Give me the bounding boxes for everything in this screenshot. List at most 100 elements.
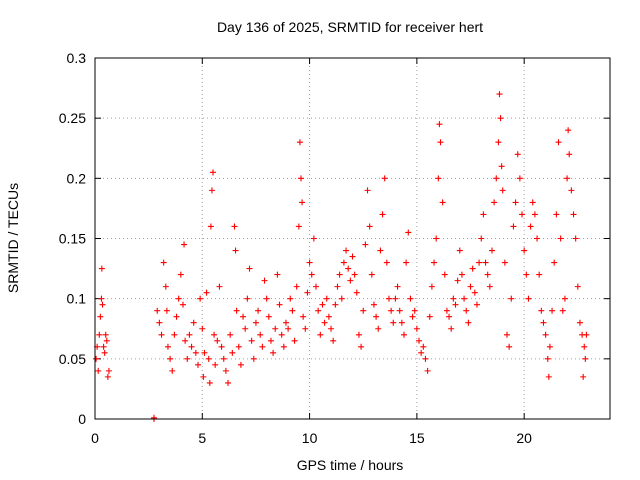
data-point: [282, 319, 289, 326]
data-point: [370, 301, 377, 308]
data-point: [480, 211, 487, 218]
data-point: [192, 349, 199, 356]
data-point: [484, 271, 491, 278]
y-tick-label: 0.05: [59, 351, 86, 367]
data-point: [581, 343, 588, 350]
data-point: [540, 319, 547, 326]
axis-ticks: 0 0.05 0.1 0.15 0.2 0.25 0.3 0 5 10 15 20: [59, 50, 610, 446]
data-point: [319, 301, 326, 308]
data-point: [516, 175, 523, 182]
data-point: [582, 355, 589, 362]
y-tick-label: 0.25: [59, 110, 86, 126]
data-point: [498, 163, 505, 170]
data-point: [512, 199, 519, 206]
data-point: [525, 295, 532, 302]
data-point: [93, 355, 100, 362]
data-point: [186, 331, 193, 338]
data-point: [570, 211, 577, 218]
data-point: [501, 259, 508, 266]
data-point: [433, 235, 440, 242]
data-point: [184, 355, 191, 362]
data-point: [583, 331, 590, 338]
y-tick-label: 0.1: [67, 291, 87, 307]
data-point: [420, 343, 427, 350]
data-point: [504, 331, 510, 338]
data-point: [201, 349, 208, 356]
data-point: [225, 379, 232, 386]
data-point: [246, 265, 253, 272]
data-point: [164, 343, 171, 350]
data-point: [96, 331, 103, 338]
data-point: [443, 307, 450, 314]
data-point: [248, 337, 255, 344]
data-point: [206, 379, 213, 386]
data-point: [343, 247, 350, 254]
data-point: [233, 307, 240, 314]
data-point: [98, 265, 105, 272]
y-tick-label: 0.15: [59, 231, 86, 247]
data-point: [328, 325, 335, 332]
data-point: [308, 271, 315, 278]
y-axis-label: SRMTID / TECUs: [5, 183, 21, 293]
data-point: [171, 331, 178, 338]
data-point: [426, 313, 433, 320]
data-point: [177, 271, 184, 278]
data-point: [304, 289, 311, 296]
data-point: [362, 241, 369, 248]
data-point: [557, 235, 564, 242]
data-point: [527, 223, 534, 230]
data-point: [203, 289, 210, 296]
data-point: [167, 355, 174, 362]
data-point: [398, 319, 405, 326]
data-point: [499, 187, 506, 194]
data-point: [454, 277, 461, 284]
data-point: [424, 367, 431, 374]
data-point: [452, 301, 459, 308]
data-point: [104, 373, 111, 380]
data-point: [565, 127, 572, 134]
data-point: [469, 265, 476, 272]
data-point: [353, 289, 360, 296]
data-point: [521, 247, 528, 254]
data-point: [482, 259, 489, 266]
data-point: [323, 295, 330, 302]
data-point: [551, 259, 558, 266]
data-point: [231, 223, 238, 230]
data-point: [546, 343, 553, 350]
data-point: [364, 187, 371, 194]
data-point: [163, 307, 170, 314]
data-point: [360, 307, 367, 314]
data-point: [478, 235, 485, 242]
data-point: [332, 301, 339, 308]
data-point: [274, 271, 281, 278]
data-point: [211, 331, 218, 338]
data-point: [175, 295, 182, 302]
data-point: [179, 301, 186, 308]
data-point: [310, 235, 317, 242]
x-tick-label: 20: [516, 430, 532, 446]
data-point: [272, 325, 279, 332]
data-point: [156, 319, 163, 326]
data-point: [493, 175, 500, 182]
data-point: [299, 199, 306, 206]
data-point: [542, 331, 549, 338]
data-point: [276, 301, 283, 308]
data-point: [295, 223, 302, 230]
data-point: [317, 331, 324, 338]
data-point: [207, 223, 214, 230]
data-point: [105, 367, 112, 374]
data-point: [321, 319, 328, 326]
data-point: [315, 307, 322, 314]
data-point: [98, 295, 105, 302]
data-point: [250, 355, 257, 362]
data-point: [182, 337, 189, 344]
data-point: [259, 343, 266, 350]
data-point: [214, 337, 221, 344]
data-point: [355, 331, 362, 338]
data-point: [325, 313, 332, 320]
data-point: [216, 283, 223, 290]
data-point: [237, 361, 244, 368]
data-point: [218, 343, 225, 350]
data-point: [95, 367, 102, 374]
